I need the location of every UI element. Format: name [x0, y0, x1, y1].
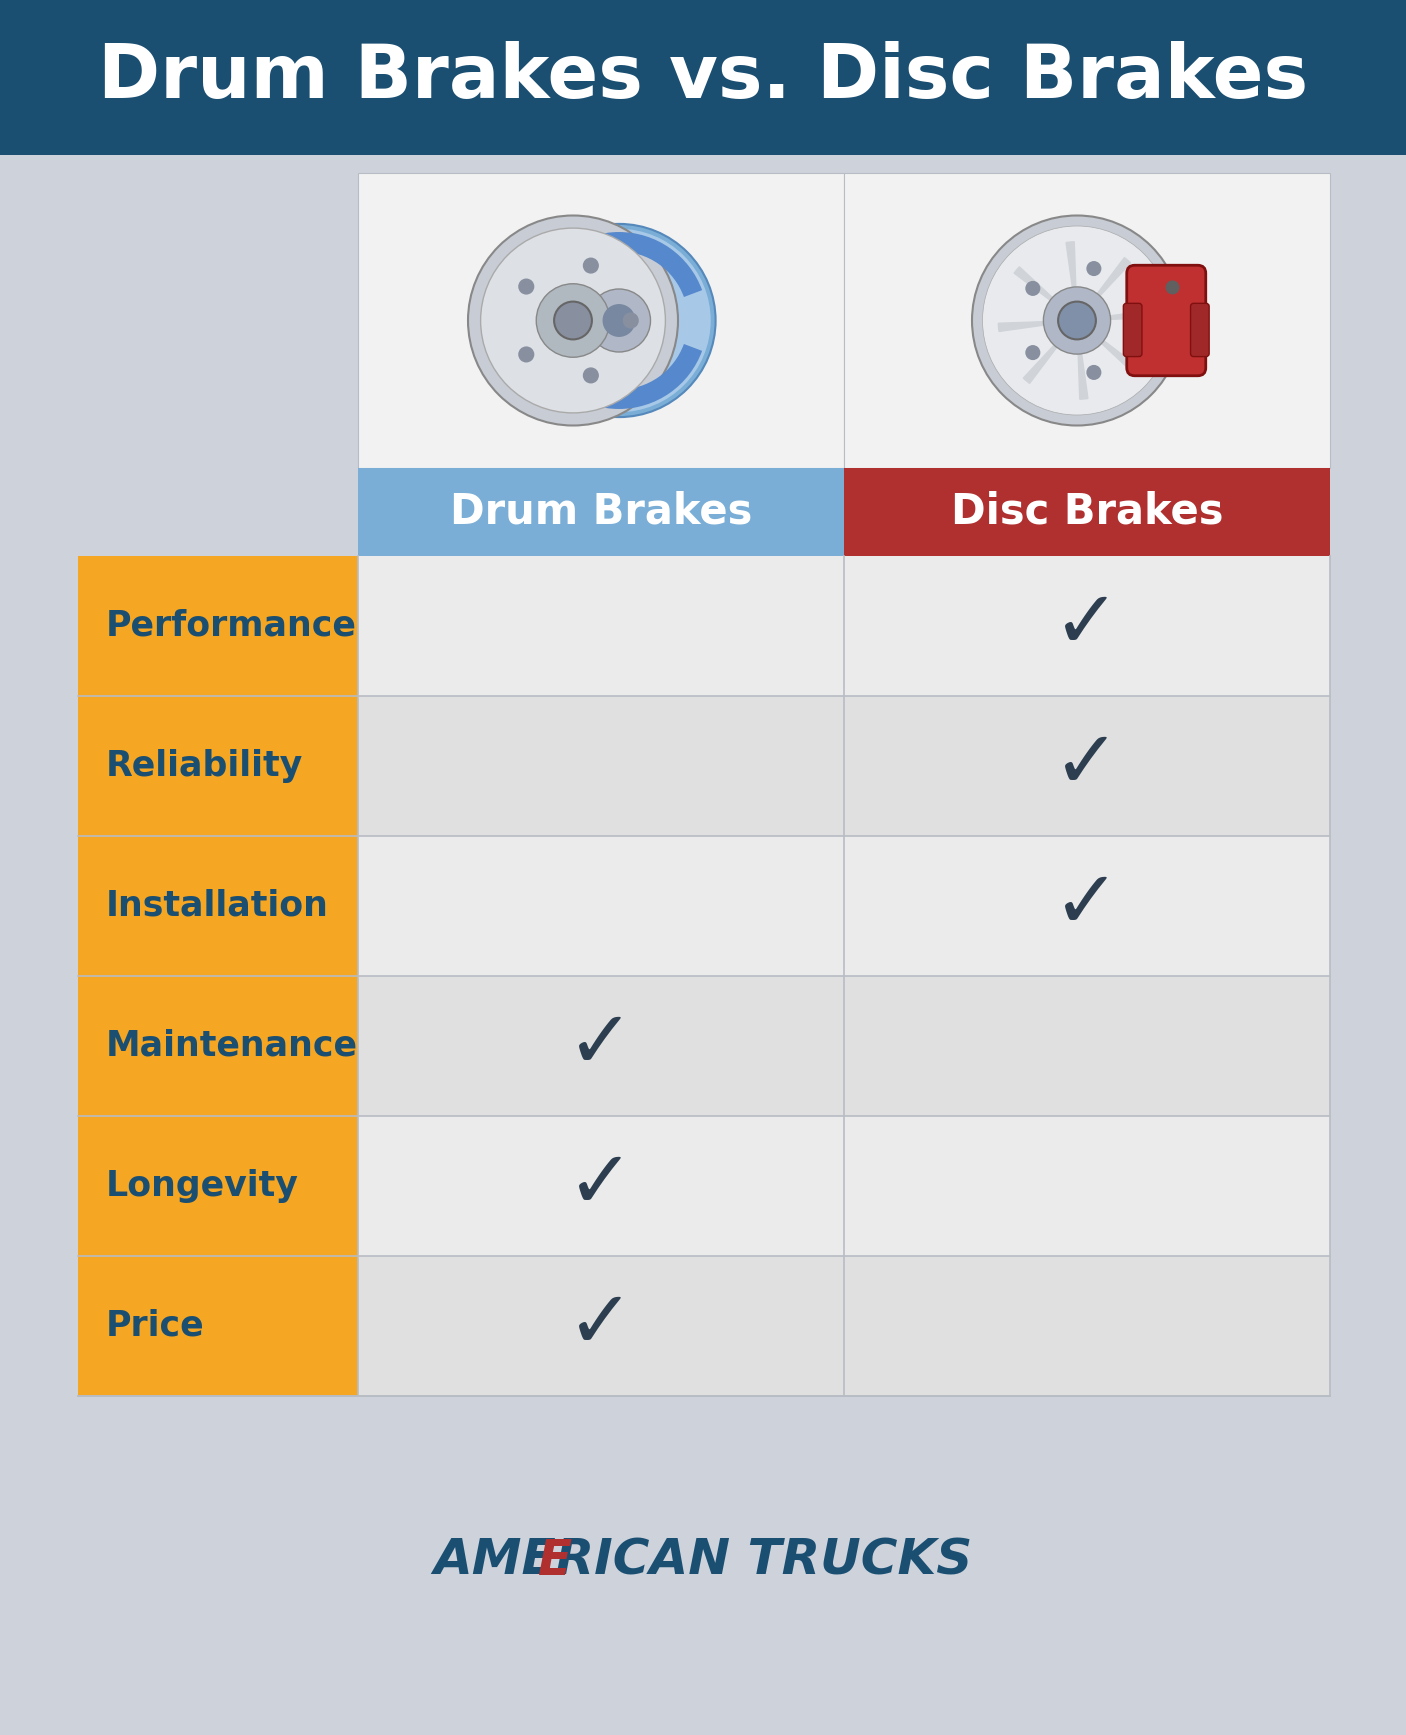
Wedge shape [1077, 257, 1130, 321]
Circle shape [523, 224, 716, 416]
Circle shape [519, 279, 534, 293]
Wedge shape [1024, 321, 1077, 383]
Circle shape [1026, 281, 1039, 295]
Text: AMERICAN TRUCKS: AMERICAN TRUCKS [433, 1537, 973, 1584]
Circle shape [1166, 281, 1178, 293]
Text: Installation: Installation [105, 888, 329, 923]
FancyBboxPatch shape [844, 468, 1330, 555]
FancyBboxPatch shape [77, 836, 359, 977]
FancyBboxPatch shape [359, 696, 844, 836]
FancyBboxPatch shape [844, 1116, 1330, 1256]
Circle shape [519, 347, 534, 363]
FancyBboxPatch shape [359, 468, 844, 555]
Circle shape [481, 227, 665, 413]
Circle shape [1125, 314, 1139, 328]
Text: Reliability: Reliability [105, 750, 304, 782]
Circle shape [983, 226, 1171, 415]
FancyBboxPatch shape [77, 977, 359, 1116]
Circle shape [1087, 366, 1101, 380]
Circle shape [1043, 286, 1111, 354]
FancyBboxPatch shape [844, 1256, 1330, 1397]
Wedge shape [1077, 321, 1140, 375]
Text: ✓: ✓ [1053, 727, 1121, 805]
Text: ✓: ✓ [567, 1006, 634, 1084]
Text: ✓: ✓ [1053, 586, 1121, 665]
Text: Disc Brakes: Disc Brakes [950, 491, 1223, 533]
Text: Longevity: Longevity [105, 1169, 299, 1202]
FancyBboxPatch shape [77, 1256, 359, 1397]
Circle shape [527, 227, 711, 413]
Circle shape [1026, 345, 1039, 359]
Circle shape [468, 215, 678, 425]
FancyBboxPatch shape [0, 0, 1406, 154]
Circle shape [583, 259, 598, 272]
Text: Drum Brakes: Drum Brakes [450, 491, 752, 533]
FancyBboxPatch shape [844, 555, 1330, 696]
Circle shape [588, 290, 651, 352]
FancyBboxPatch shape [359, 1256, 844, 1397]
FancyBboxPatch shape [844, 696, 1330, 836]
Text: E: E [538, 1537, 572, 1584]
Wedge shape [998, 321, 1077, 331]
Text: ✓: ✓ [1053, 868, 1121, 946]
FancyBboxPatch shape [1123, 304, 1142, 357]
Wedge shape [1077, 309, 1156, 321]
Circle shape [583, 368, 598, 383]
Circle shape [1087, 262, 1101, 276]
FancyBboxPatch shape [359, 1116, 844, 1256]
FancyBboxPatch shape [1126, 265, 1206, 376]
FancyBboxPatch shape [359, 836, 844, 977]
Circle shape [1059, 302, 1095, 340]
FancyBboxPatch shape [844, 836, 1330, 977]
Text: Performance: Performance [105, 609, 357, 644]
Wedge shape [1014, 267, 1077, 321]
Circle shape [623, 312, 638, 328]
Wedge shape [1066, 241, 1077, 321]
Text: Maintenance: Maintenance [105, 1029, 359, 1064]
Text: Drum Brakes vs. Disc Brakes: Drum Brakes vs. Disc Brakes [98, 42, 1308, 115]
FancyBboxPatch shape [1191, 304, 1209, 357]
Wedge shape [1077, 321, 1088, 399]
FancyBboxPatch shape [77, 1116, 359, 1256]
FancyBboxPatch shape [844, 174, 1330, 468]
FancyBboxPatch shape [77, 696, 359, 836]
FancyBboxPatch shape [359, 977, 844, 1116]
Circle shape [972, 215, 1182, 425]
FancyBboxPatch shape [359, 174, 844, 468]
Circle shape [554, 302, 592, 340]
Text: Price: Price [105, 1308, 205, 1343]
Circle shape [536, 285, 610, 357]
FancyBboxPatch shape [844, 977, 1330, 1116]
FancyBboxPatch shape [77, 555, 359, 696]
Circle shape [603, 305, 634, 337]
Text: ✓: ✓ [567, 1147, 634, 1225]
Text: ✓: ✓ [567, 1287, 634, 1365]
FancyBboxPatch shape [359, 555, 844, 696]
